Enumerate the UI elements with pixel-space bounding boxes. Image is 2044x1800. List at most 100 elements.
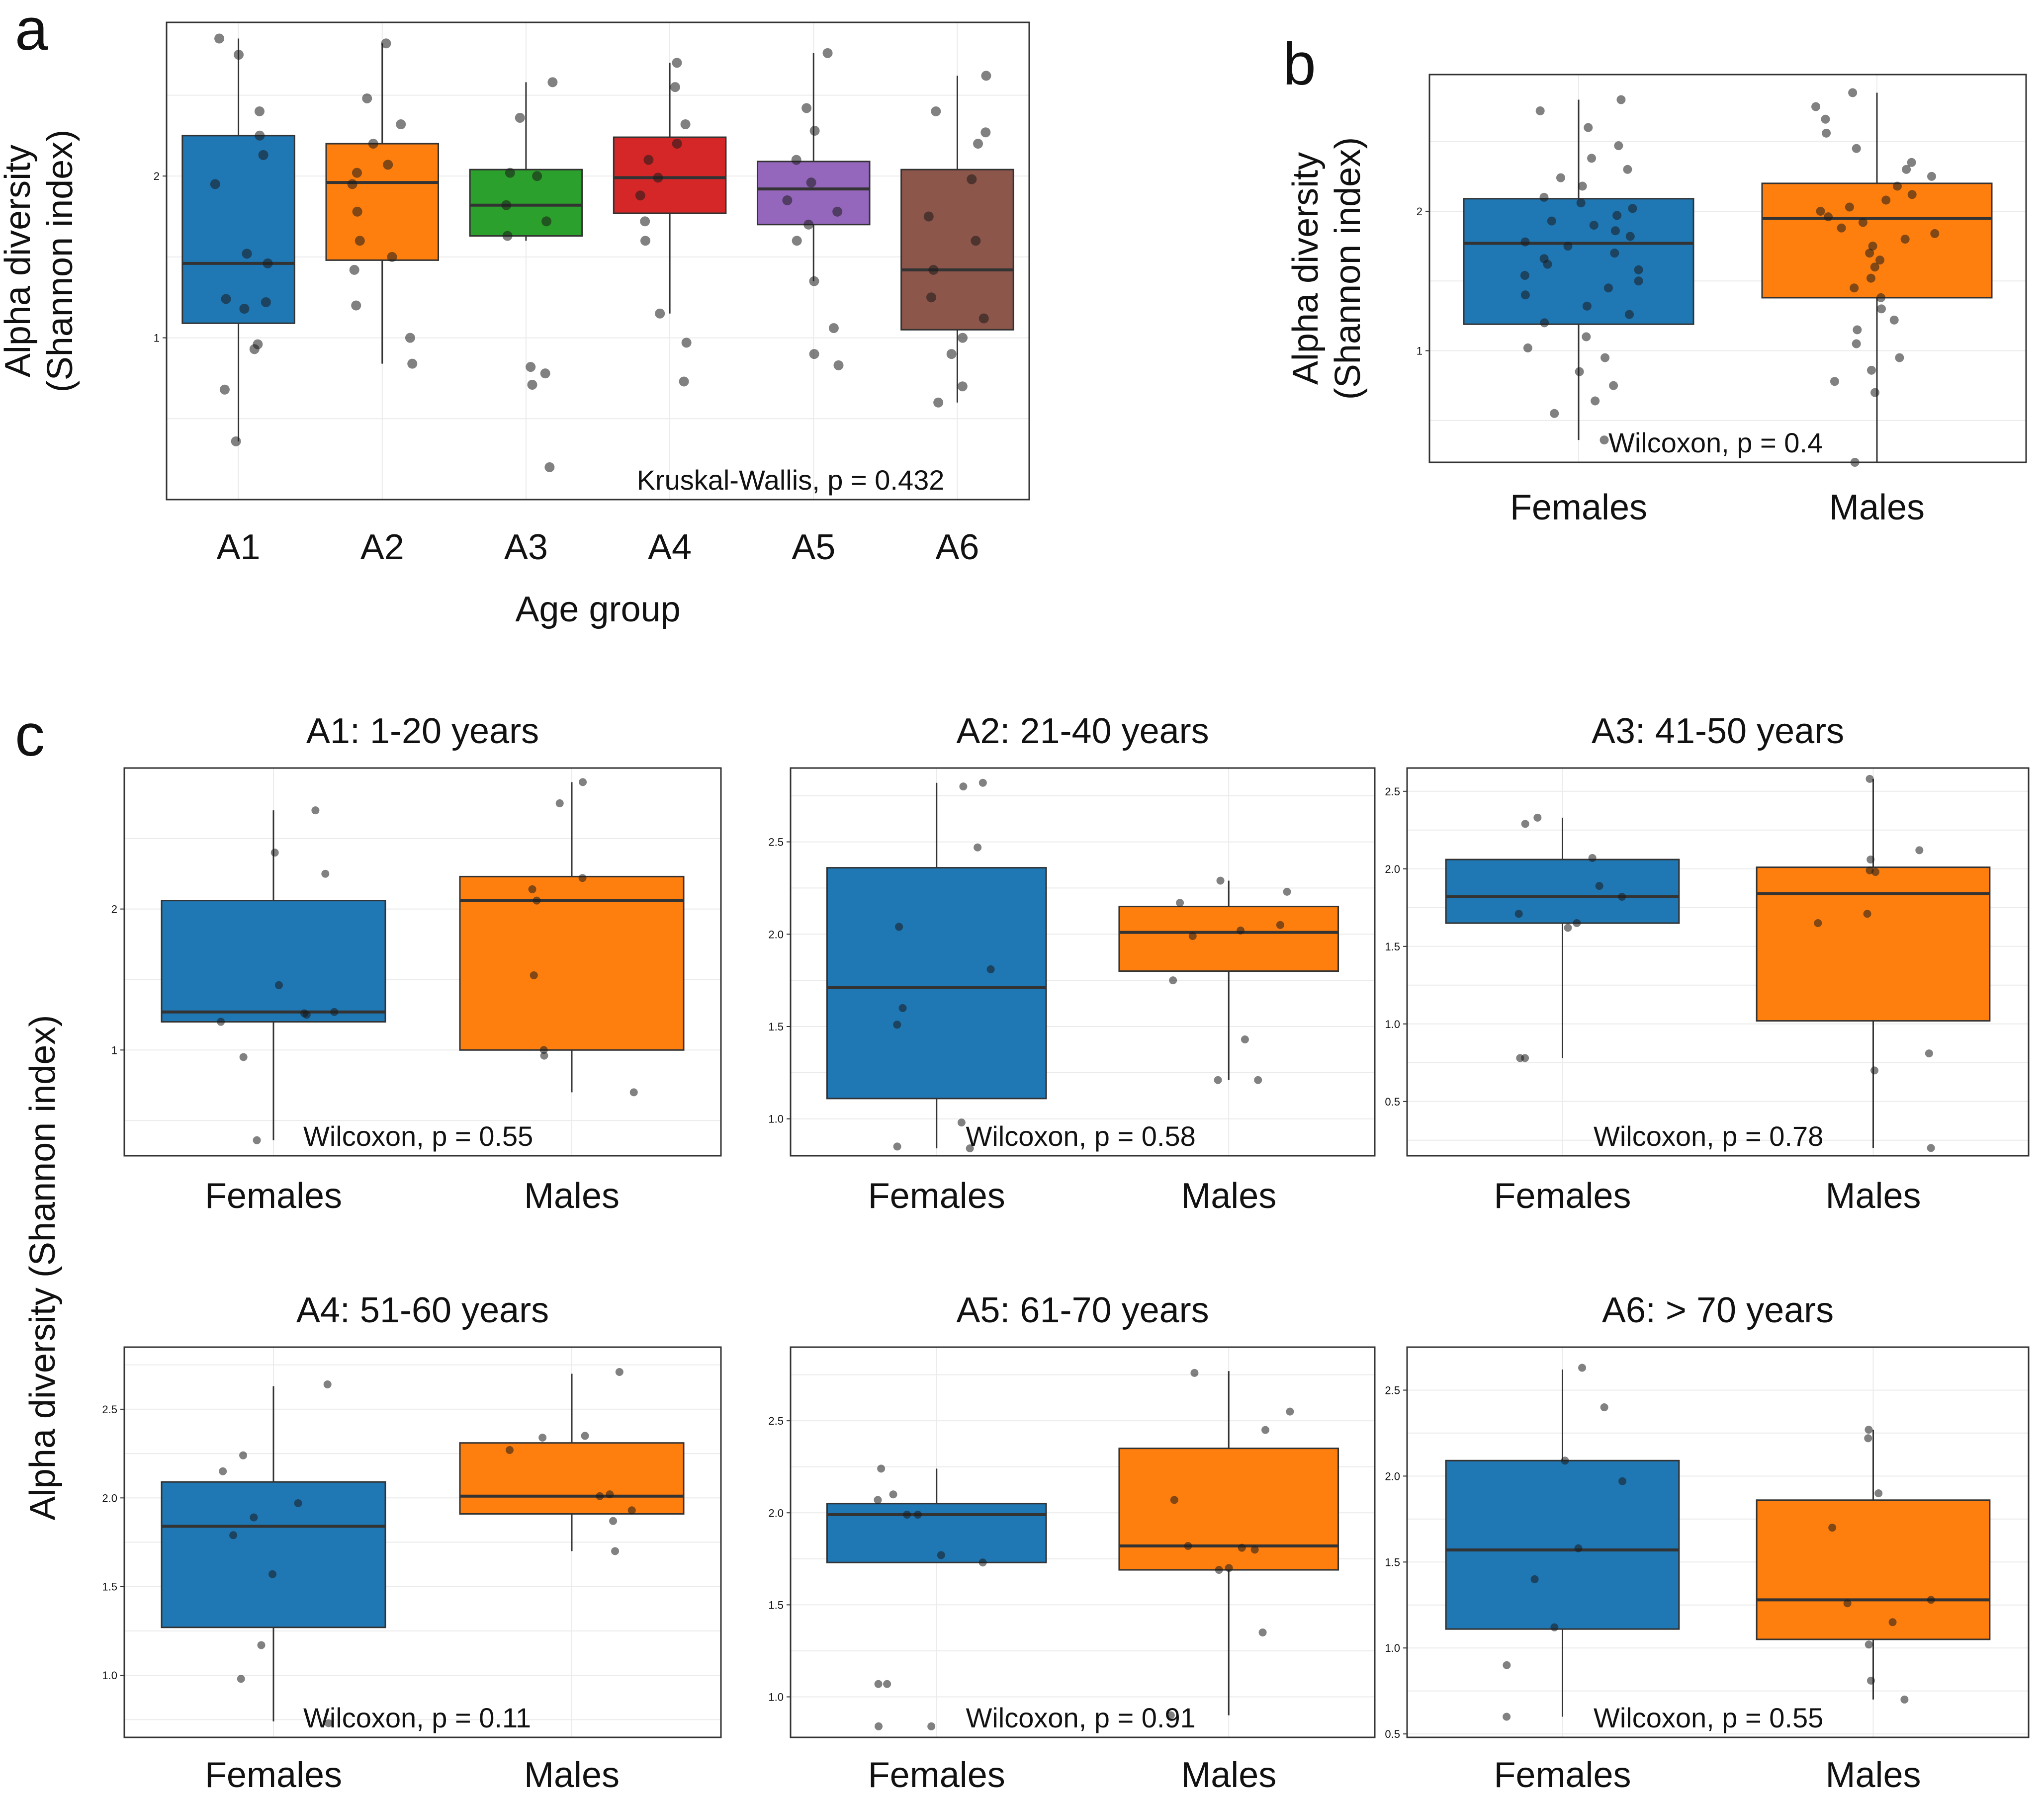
- data-point: [978, 1558, 987, 1567]
- data-point: [1533, 813, 1542, 822]
- box-iqr: [1445, 1459, 1680, 1630]
- data-point: [1618, 1477, 1627, 1485]
- data-point: [1612, 211, 1622, 220]
- data-point: [505, 168, 515, 178]
- data-point: [978, 778, 987, 787]
- data-point: [368, 139, 378, 149]
- data-point: [1875, 256, 1885, 265]
- plot-frame: [123, 1346, 722, 1738]
- data-point: [387, 252, 397, 262]
- data-point: [914, 1510, 922, 1519]
- box-Males: [1118, 880, 1339, 1080]
- data-point: [1625, 310, 1634, 319]
- x-category-label: Males: [524, 1755, 620, 1795]
- data-point: [1523, 343, 1532, 352]
- data-point: [349, 264, 359, 275]
- data-point: [540, 368, 550, 379]
- data-point: [1623, 165, 1632, 174]
- data-point: [502, 231, 513, 241]
- data-point: [937, 1551, 945, 1559]
- box-iqr: [900, 169, 1014, 331]
- data-point: [1915, 846, 1924, 855]
- data-point: [1600, 1403, 1608, 1412]
- x-category-label: Females: [205, 1176, 342, 1216]
- data-point: [255, 130, 265, 141]
- data-point: [980, 127, 991, 138]
- data-point: [254, 106, 265, 116]
- data-point: [635, 190, 645, 201]
- y-tick-label: 2: [1417, 205, 1422, 218]
- data-point: [643, 155, 654, 165]
- x-category-label: Females: [1494, 1755, 1631, 1795]
- data-point: [396, 119, 406, 130]
- data-point: [352, 168, 362, 178]
- data-point: [874, 1496, 882, 1504]
- chart-panels: 1 2 A1 A2 A3 A4 A5 A6 Kruskal-Wallis, p = 0.432 A…: [0, 21, 2030, 1795]
- data-point: [791, 155, 801, 165]
- data-point: [895, 923, 903, 931]
- data-point: [1889, 315, 1899, 325]
- data-point: [1503, 1713, 1511, 1721]
- data-point: [253, 1136, 261, 1144]
- y-tick-label: 2.0: [768, 928, 784, 941]
- box-iqr: [826, 1503, 1047, 1563]
- data-point: [1520, 237, 1530, 247]
- data-point: [1225, 1564, 1233, 1572]
- data-point: [1550, 409, 1559, 418]
- data-point: [405, 333, 415, 343]
- data-point: [383, 160, 393, 170]
- data-point: [1530, 1575, 1539, 1583]
- data-point: [1550, 1623, 1559, 1631]
- panel-title: A5: 61-70 years: [956, 1290, 1209, 1330]
- box-A6: [900, 76, 1014, 403]
- data-point: [1930, 229, 1940, 238]
- panel-c2: 1.0 1.5 2.0 2.5 Females Males Wilcoxon, p = 0.…: [768, 711, 1376, 1216]
- data-point: [1254, 1076, 1262, 1084]
- panel-title: A4: 51-60 years: [296, 1290, 549, 1330]
- data-point: [1214, 1076, 1222, 1084]
- data-point: [809, 126, 820, 136]
- box-Males: [1761, 92, 1993, 462]
- panel-letter-a: a: [15, 0, 48, 63]
- data-point: [1866, 856, 1875, 864]
- x-category-label: A4: [648, 527, 692, 567]
- data-point: [893, 1021, 901, 1029]
- x-category-label: Females: [205, 1755, 342, 1795]
- data-point: [1556, 173, 1565, 182]
- plot-frame: [790, 767, 1376, 1157]
- data-point: [1634, 265, 1643, 274]
- data-point: [966, 1144, 974, 1153]
- data-point: [324, 1719, 333, 1727]
- data-point: [530, 971, 538, 979]
- y-tick-label: 1.5: [1385, 1556, 1400, 1568]
- data-point: [1870, 1066, 1879, 1075]
- box-Females: [1463, 99, 1694, 440]
- y-tick-label: 2.0: [1385, 863, 1400, 875]
- data-point: [268, 1570, 277, 1578]
- data-point: [822, 48, 833, 58]
- data-point: [250, 1513, 258, 1522]
- data-point: [1888, 1618, 1897, 1627]
- x-category-label: Males: [1825, 1176, 1921, 1216]
- data-point: [927, 1722, 936, 1730]
- data-point: [1925, 1049, 1933, 1058]
- panel-c-shared-ylabel: Alpha diversity (Shannon index): [23, 1015, 63, 1521]
- data-point: [1595, 882, 1603, 890]
- y-tick-label: 1.5: [1385, 941, 1400, 953]
- data-point: [217, 1018, 225, 1026]
- panel-letter-c: c: [15, 702, 45, 769]
- data-point: [1600, 353, 1610, 362]
- x-category-label: A5: [792, 527, 835, 567]
- panel-c1: 1 2 Females Males Wilcoxon, p = 0.55 A1: 1-20…: [111, 711, 722, 1216]
- data-point: [923, 211, 934, 222]
- data-point: [1830, 377, 1839, 386]
- data-point: [679, 376, 689, 387]
- data-point: [1521, 1054, 1529, 1062]
- data-point: [971, 236, 981, 246]
- box-Females: [161, 1386, 386, 1721]
- plot-frame: [166, 21, 1030, 501]
- data-point: [1184, 1542, 1192, 1550]
- data-point: [933, 397, 944, 408]
